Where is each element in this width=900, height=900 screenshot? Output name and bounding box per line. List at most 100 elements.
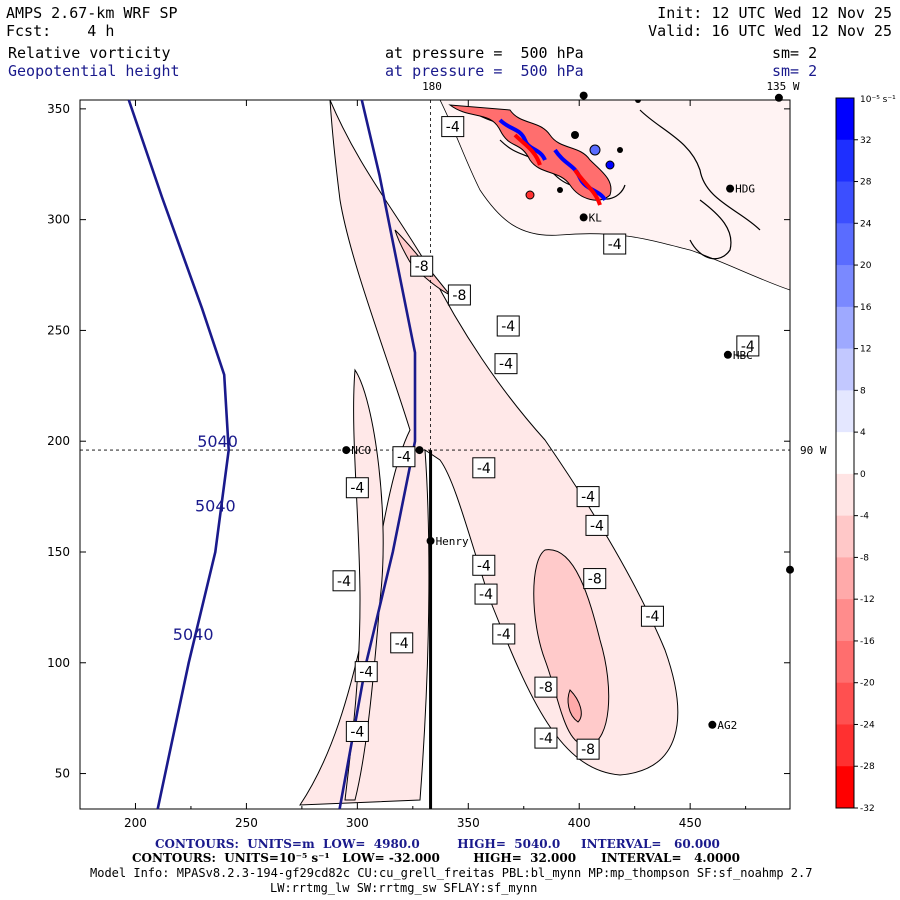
reference-lines [80,100,790,809]
station-dot [342,446,351,455]
colorbar-tick-label: -24 [860,720,875,730]
colorbar-tick-label: -16 [860,637,875,647]
contour-label-box [494,353,518,375]
contour-label-box [736,335,760,357]
contour-label-text: -4 [337,574,351,590]
colorbar-swatch [836,724,854,767]
height-label-text: 5040 [195,496,236,515]
station-dot [579,213,588,222]
intense-vorticity-cluster [448,100,641,206]
x-tick-label: 300 [346,816,369,830]
y-tick-label: 250 [47,323,70,337]
contour-label: -4 [332,570,356,592]
lon-label-90w: 90 W [800,444,827,457]
colorbar-tick-label: 8 [860,386,866,396]
contour-label-text: -4 [479,587,493,603]
contour-label: -4 [472,554,496,576]
contour-label: -8 [583,568,607,590]
contour-label-text: -4 [477,558,491,574]
station-label: KL [589,211,603,224]
colorbar-swatch [836,766,854,809]
y-tick-label: 200 [47,434,70,448]
station-label: HBC [733,349,753,362]
colorbar-tick-label: 20 [860,261,872,271]
contour-label-text: -8 [452,288,466,304]
y-tick-label: 350 [47,102,70,116]
smoothing-height: sm= 2 [772,62,818,80]
station-label: Henry [436,535,469,548]
colorbar-swatch [836,640,854,684]
contour-label-box [603,233,627,255]
colorbar-tick-label: -20 [860,679,875,689]
contour-label: -8 [447,284,471,306]
colorbar-swatch [836,98,854,141]
colorbar-tick-label: -8 [860,553,869,563]
contour-label: -4 [392,446,416,468]
contour-label-box [441,116,465,138]
contour-label: -4 [441,116,465,138]
contour-label-box [410,255,434,277]
station-dot [774,93,783,102]
colorbar-frame [835,97,855,809]
station-dot [579,91,588,100]
forecast-hour: Fcst: 4 h [6,22,115,40]
y-tick-label: 100 [47,656,70,670]
contour-label-box [390,632,414,654]
contour-label: -4 [576,486,600,508]
contour-labels: -4 -8 -8 -4 -4 -4 -4 -4 -4 -4 -4 -4 -4 -4 -4 -8 -4 -4 -4 -4… [332,116,760,760]
contour-label: -4 [345,477,369,499]
colorbar-swatch [836,682,854,725]
contour-label-box [472,457,496,479]
colorbar-tick-label: 0 [860,470,866,480]
contour-label: -4 [345,720,369,742]
pressure-height: at pressure = 500 hPa [385,62,584,80]
contour-label-box [392,446,416,468]
station-dot [426,536,435,545]
axis-ticks: 200 250 300 350 400 450 50 100 150 200 250 300 350 [47,100,790,830]
contour-label-box [496,315,520,337]
height-contour-5040 [338,99,417,810]
contour-label: -4 [494,353,518,375]
height-contour-lines [127,99,417,810]
vorticity-blob-lower-2 [567,689,582,723]
vorticity-left-sliver [344,368,384,801]
vorticity-fill [299,100,790,806]
contour-label-text: -4 [499,357,513,373]
contour-label: -4 [736,335,760,357]
contour-label: -4 [640,605,664,627]
contour-label: -4 [390,632,414,654]
smoothing-vorticity: sm= 2 [772,44,818,62]
colorbar-swatch [836,473,854,517]
x-tick-label: 200 [124,816,147,830]
contour-label-text: -8 [581,742,595,758]
contour-label-text: -4 [397,450,411,466]
height-contour-5040 [127,99,231,810]
contour-label-box [345,720,369,742]
station-dot [723,350,732,359]
contour-label: -8 [534,676,558,698]
colorbar-tick-label: 4 [860,428,866,438]
colorbar-swatch [836,390,854,433]
contour-label: -4 [474,583,498,605]
pressure-vorticity: at pressure = 500 hPa [385,44,584,62]
y-tick-label: 300 [47,213,70,227]
station-dot [415,446,424,455]
station-label: HDG [735,183,755,196]
contour-label-text: -4 [446,120,460,136]
contour-label-box [640,605,664,627]
contour-label-text: -8 [539,680,553,696]
contour-label-box [534,676,558,698]
model-info-physics: LW:rrtmg_lw SW:rrtmg_sw SFLAY:sf_mynn [270,881,538,895]
contour-label-text: -4 [497,627,511,643]
x-tick-label: 350 [457,816,480,830]
contour-label-box [534,727,558,749]
colorbar-swatch [836,265,854,308]
y-tick-label: 50 [55,767,70,781]
colorbar-swatch [836,515,854,558]
colorbar-swatch [836,223,854,266]
contour-label: -4 [472,457,496,479]
height-label-text: 5040 [197,432,238,451]
x-tick-label: 450 [679,816,702,830]
field-height: Geopotential height [8,62,180,80]
contour-label-text: -4 [581,490,595,506]
